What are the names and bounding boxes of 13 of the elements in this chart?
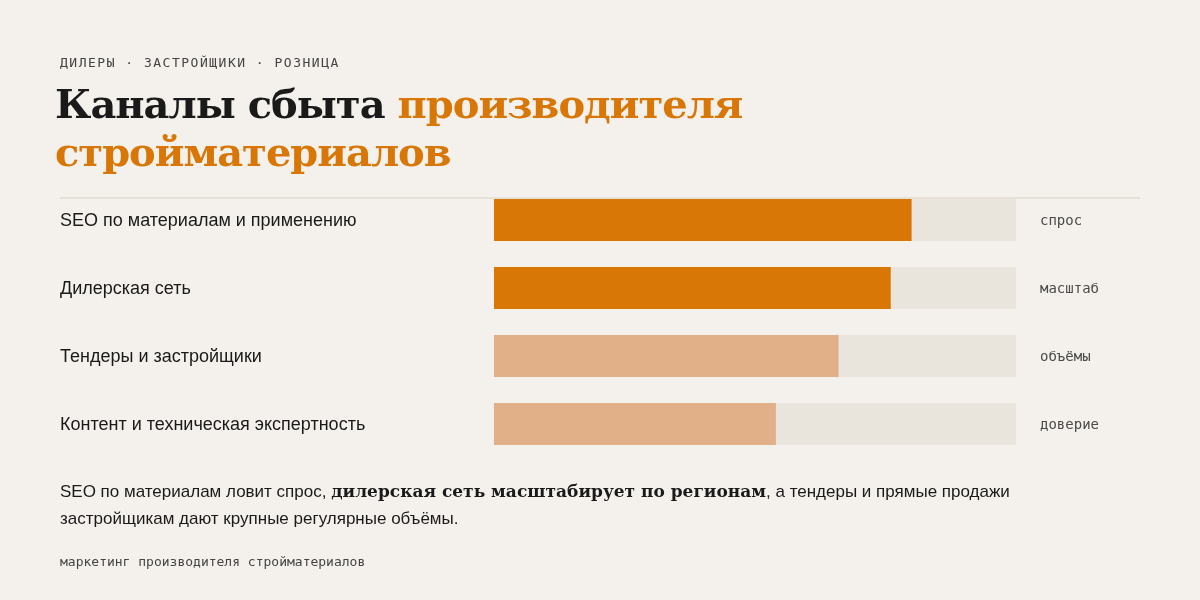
y-tick-label: Контент и техническая экспертность <box>60 414 366 434</box>
text: доверие <box>1040 416 1100 432</box>
text: объёмы <box>1040 348 1091 364</box>
annotation: дилерская сеть масштабирует по регионам <box>331 481 767 501</box>
chart-title: Каналы сбыта производителя стройматериалов <box>55 80 743 175</box>
y-tick-label: Тендеры и застройщики <box>60 346 262 366</box>
text: ДИЛЕРЫ · ЗАСТРОЙЩИКИ · РОЗНИЦА <box>60 55 340 70</box>
y-tick-label: SEO по материалам и применению <box>60 210 357 230</box>
y-tick-label: Дилерская сеть <box>60 278 191 298</box>
text: маркетинг производителя стройматериалов <box>60 554 366 569</box>
text: спрос <box>1040 212 1083 228</box>
text: SEO по материалам ловит спрос, <box>60 482 327 501</box>
text: масштаб <box>1040 280 1100 296</box>
